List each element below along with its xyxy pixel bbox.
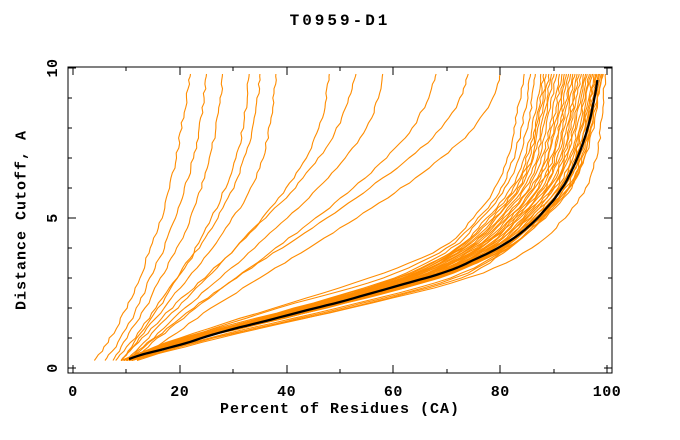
model-curve bbox=[115, 73, 261, 361]
x-tick-label: 0 bbox=[68, 384, 78, 401]
model-curve bbox=[126, 73, 547, 362]
model-curve bbox=[126, 73, 578, 362]
y-axis-label-text: Distance Cutoff, A bbox=[13, 129, 31, 311]
model-curve bbox=[120, 73, 277, 361]
x-tick-label: 20 bbox=[170, 384, 189, 401]
x-tick-label: 100 bbox=[593, 384, 622, 401]
model-curve bbox=[123, 73, 558, 362]
y-tick-label: 0 bbox=[45, 363, 62, 373]
model-curve bbox=[136, 73, 607, 362]
curves-layer bbox=[93, 73, 607, 362]
model-curve bbox=[126, 73, 574, 362]
model-curve bbox=[120, 73, 250, 361]
y-tick-label: 5 bbox=[45, 213, 62, 223]
x-tick-label: 80 bbox=[491, 384, 510, 401]
reference-curve bbox=[128, 79, 599, 361]
x-tick-label: 60 bbox=[384, 384, 403, 401]
chart-title: T0959-D1 bbox=[289, 12, 391, 30]
model-curve bbox=[136, 73, 501, 361]
model-curve bbox=[93, 73, 192, 361]
model-curve bbox=[120, 73, 536, 362]
y-tick-label: 10 bbox=[45, 58, 62, 77]
model-curve bbox=[131, 73, 437, 361]
model-curve bbox=[126, 73, 565, 362]
model-curve bbox=[123, 73, 532, 362]
model-curve bbox=[120, 73, 525, 362]
model-curve bbox=[128, 73, 603, 362]
model-curve bbox=[112, 73, 224, 361]
x-axis-label: Percent of Residues (CA) bbox=[219, 401, 461, 418]
model-curve bbox=[128, 73, 601, 362]
model-curve bbox=[126, 73, 469, 361]
model-curve bbox=[120, 73, 550, 362]
model-curve bbox=[120, 73, 357, 361]
model-curve bbox=[125, 73, 330, 361]
plot-border bbox=[67, 66, 613, 374]
model-curve bbox=[126, 73, 384, 361]
model-curve bbox=[131, 73, 563, 362]
model-curve bbox=[131, 73, 604, 362]
model-curve bbox=[104, 73, 208, 361]
x-tick-label: 40 bbox=[277, 384, 296, 401]
